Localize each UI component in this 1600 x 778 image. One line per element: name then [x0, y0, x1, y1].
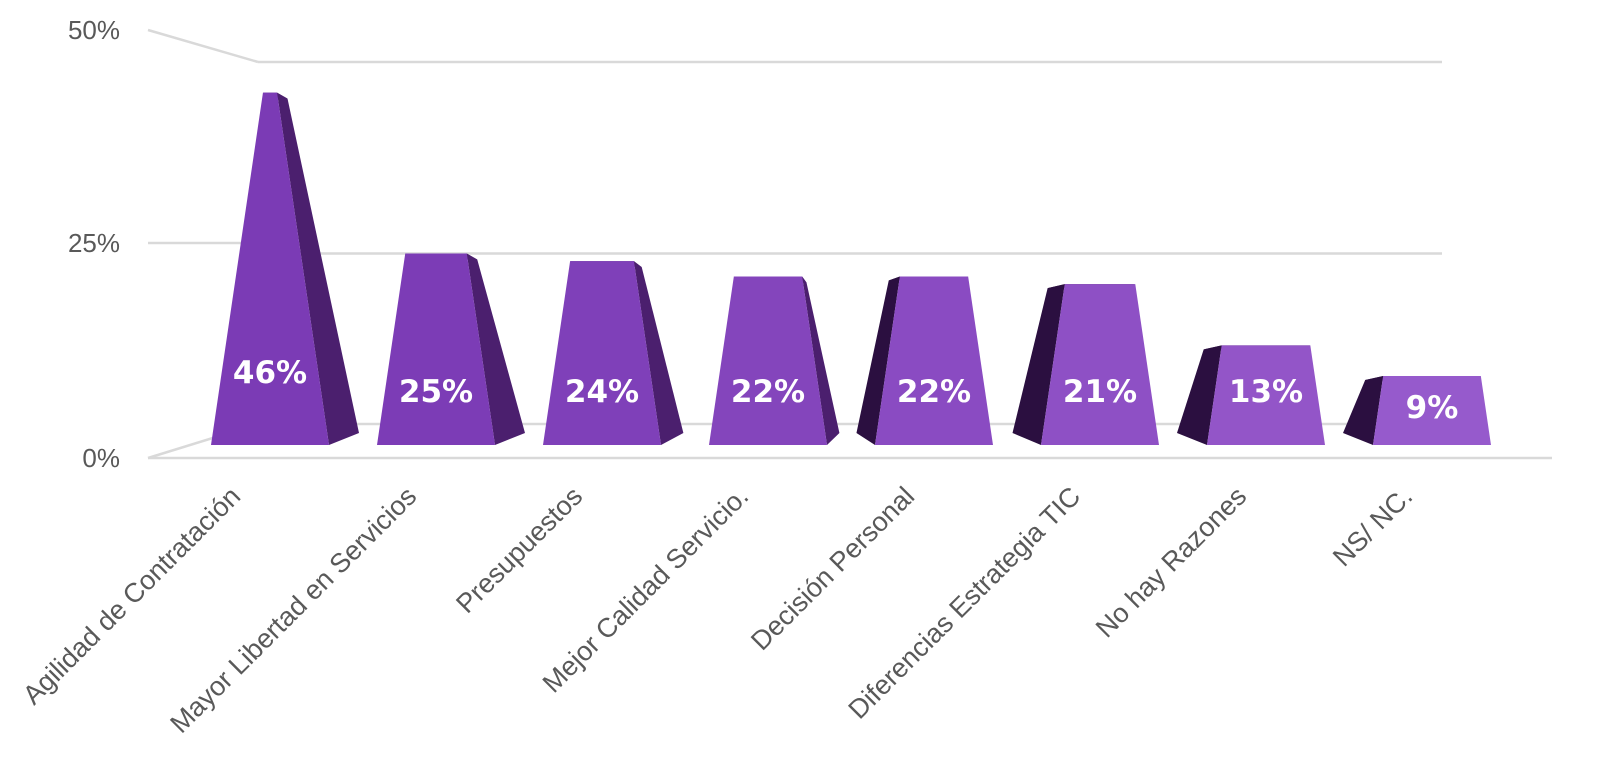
data-label: 21%: [1063, 374, 1137, 410]
category-label: NS/ NC.: [1327, 481, 1418, 572]
y-axis: 0% 25% 50%: [68, 15, 120, 473]
bars: [211, 92, 1491, 445]
bar-side: [466, 253, 525, 445]
bar: [1207, 345, 1325, 445]
data-label: 24%: [565, 374, 639, 410]
bar: [377, 253, 495, 445]
bar-side: [1177, 345, 1222, 445]
bar-side: [633, 261, 684, 445]
bar: [1041, 284, 1159, 445]
bar: [211, 92, 329, 445]
bar: [543, 261, 661, 445]
data-label: 25%: [399, 374, 473, 410]
bar-side: [277, 92, 359, 445]
gridline-connector: [147, 28, 259, 64]
category-label: Presupuestos: [450, 481, 588, 619]
category-label: Decisión Personal: [745, 481, 920, 656]
data-label: 22%: [897, 374, 971, 410]
bar-side: [1012, 284, 1065, 445]
bar: [1373, 376, 1491, 445]
bar-side: [802, 276, 840, 445]
y-tick-label: 25%: [68, 228, 120, 258]
data-label: 46%: [233, 355, 307, 391]
y-tick-label: 50%: [68, 15, 120, 45]
y-tick-label: 0%: [82, 443, 120, 473]
data-label: 13%: [1229, 374, 1303, 410]
data-label: 9%: [1406, 390, 1459, 426]
bar: [875, 276, 993, 445]
data-labels: 46% 25% 24% 22% 22% 21% 13% 9%: [233, 355, 1458, 426]
bar-side: [856, 276, 900, 445]
grid-layer: [147, 28, 1552, 460]
data-label: 22%: [731, 374, 805, 410]
category-label: No hay Razones: [1090, 481, 1252, 643]
bar: [709, 276, 827, 445]
bar-side: [1343, 376, 1384, 445]
